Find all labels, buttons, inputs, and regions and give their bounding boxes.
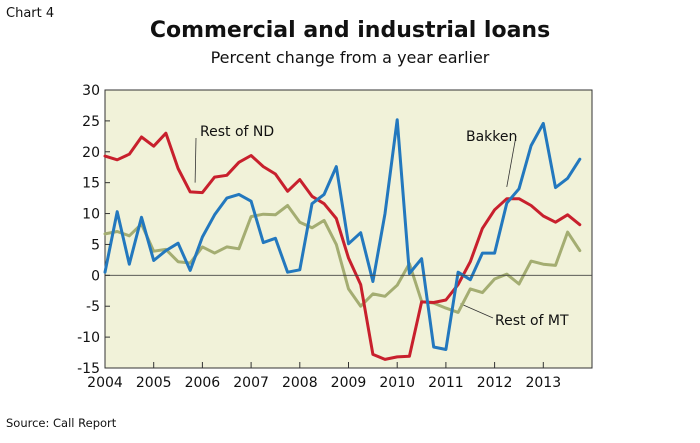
- x-tick-label: 2008: [282, 375, 318, 391]
- y-tick-label: 25: [82, 114, 100, 130]
- chart-number-label: Chart 4: [6, 6, 55, 21]
- x-tick-label: 2007: [233, 375, 269, 391]
- y-tick-label: 15: [82, 176, 100, 192]
- chart-title: Commercial and industrial loans: [149, 18, 551, 43]
- series-line-bakken: [103, 118, 582, 351]
- series-labels: Rest of ND Bakken Rest of MT: [200, 124, 569, 329]
- series-line-rest-of-mt: [103, 204, 582, 314]
- y-tick-label: -5: [86, 299, 100, 315]
- x-tick-label: 2005: [136, 375, 172, 391]
- series-lines: [103, 118, 582, 361]
- leader-line: [506, 135, 517, 188]
- label-leader-lines: [194, 135, 517, 319]
- y-tick-label: 30: [82, 83, 100, 99]
- y-tick-label: 0: [91, 268, 100, 284]
- chart-subtitle: Percent change from a year earlier: [210, 48, 490, 67]
- series-label-bakken: Bakken: [466, 129, 517, 145]
- x-tick-label: 2010: [379, 375, 415, 391]
- x-tick-label: 2012: [477, 375, 513, 391]
- y-tick-label: 5: [91, 237, 100, 253]
- series-label-rest-of-nd: Rest of ND: [200, 124, 274, 140]
- x-tick-label: 2013: [525, 375, 561, 391]
- y-tick-label: -10: [77, 330, 100, 346]
- x-tick-label: 2009: [331, 375, 367, 391]
- y-tick-label: -15: [77, 361, 100, 377]
- leader-line: [194, 137, 197, 183]
- series-label-rest-of-mt: Rest of MT: [495, 313, 569, 329]
- y-tick-label: 20: [82, 145, 100, 161]
- leader-line: [460, 303, 494, 319]
- source-note: Source: Call Report: [6, 416, 117, 430]
- plot-area: [104, 89, 593, 369]
- x-tick-label: 2006: [185, 375, 221, 391]
- x-tick-label: 2011: [428, 375, 464, 391]
- y-tick-label: 10: [82, 207, 100, 223]
- series-line-rest-of-nd: [103, 131, 582, 361]
- x-tick-label: 2004: [87, 375, 123, 391]
